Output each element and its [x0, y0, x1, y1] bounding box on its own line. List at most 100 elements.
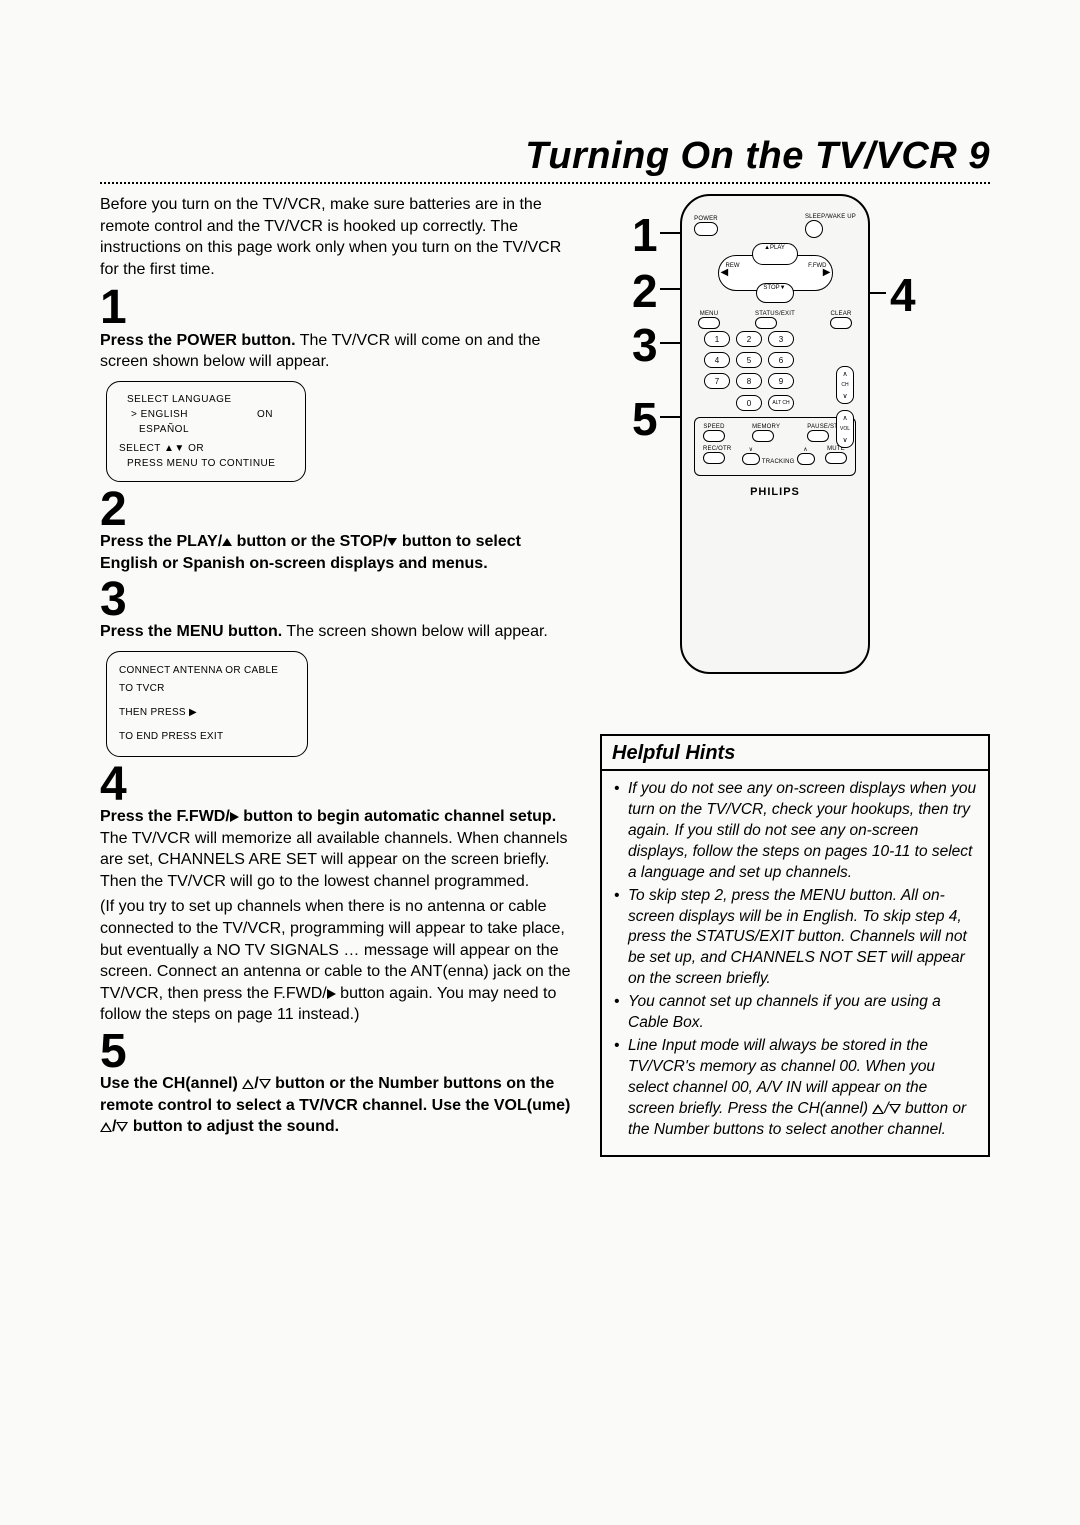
- step-2-number: 2: [100, 488, 580, 531]
- intro-text: Before you turn on the TV/VCR, make sure…: [100, 194, 580, 280]
- callout-2: 2: [632, 264, 658, 318]
- side-keys: ∧CH∨ ∧VOL∨: [836, 366, 854, 448]
- helpful-hints-box: Helpful Hints If you do not see any on-s…: [600, 734, 990, 1157]
- osd2-l3: THEN PRESS ▶: [119, 704, 295, 722]
- right-column: 1 2 3 4 5 POWER SLEEP/WAKE UP: [600, 194, 990, 1157]
- key-3[interactable]: 3: [768, 331, 794, 347]
- lbl-rec: REC/OTR: [703, 446, 731, 452]
- btn-vol[interactable]: ∧VOL∨: [836, 410, 854, 448]
- title-pagenum: 9: [968, 135, 990, 177]
- step-1-bold: Press the POWER button.: [100, 332, 296, 349]
- osd1-on: ON: [257, 407, 273, 422]
- lbl-ch: CH: [841, 382, 848, 388]
- step-4-text: Press the F.FWD/ button to begin automat…: [100, 806, 580, 892]
- osd1-press: PRESS MENU TO CONTINUE: [127, 456, 293, 471]
- hint-1: If you do not see any on-screen displays…: [614, 779, 978, 884]
- lbl-status: STATUS/EXIT: [755, 311, 795, 317]
- lbl-ffwd: F.FWD: [808, 263, 826, 269]
- title-divider: [100, 182, 990, 184]
- step-3-rest: The screen shown below will appear.: [282, 623, 548, 640]
- step-1-number: 1: [100, 286, 580, 329]
- step-4-rest: The TV/VCR will memorize all available c…: [100, 830, 567, 890]
- btn-menu[interactable]: [698, 317, 720, 329]
- key-9[interactable]: 9: [768, 373, 794, 389]
- key-5[interactable]: 5: [736, 352, 762, 368]
- transport-cluster: ▲PLAY STOP▼ ◀ REW ▶ F.FWD: [718, 243, 833, 303]
- step-2-text: Press the PLAY/ button or the STOP/ butt…: [100, 531, 580, 574]
- callout-1: 1: [632, 208, 658, 262]
- s5c: button to adjust the sound.: [128, 1118, 339, 1135]
- lbl-rew: REW: [726, 263, 740, 269]
- osd1-select: SELECT ▲▼ OR: [119, 441, 293, 456]
- btn-ch[interactable]: ∧CH∨: [836, 366, 854, 404]
- hint-4: Line Input mode will always be stored in…: [614, 1036, 978, 1141]
- brand-label: PHILIPS: [694, 486, 856, 498]
- left-column: Before you turn on the TV/VCR, make sure…: [100, 194, 580, 1157]
- key-8[interactable]: 8: [736, 373, 762, 389]
- callout-3: 3: [632, 318, 658, 372]
- btn-clear[interactable]: [830, 317, 852, 329]
- lbl-menu: MENU: [698, 311, 720, 317]
- remote-control: POWER SLEEP/WAKE UP ▲PLAY STOP▼ ◀ REW ▶: [680, 194, 870, 674]
- osd2-l2: TO TVCR: [119, 680, 295, 698]
- osd-connect: CONNECT ANTENNA OR CABLE TO TVCR THEN PR…: [106, 651, 308, 757]
- btn-power[interactable]: [694, 222, 718, 236]
- key-altch[interactable]: ALT CH: [768, 395, 794, 411]
- lbl-track: TRACKING: [762, 459, 795, 465]
- osd1-line1: SELECT LANGUAGE: [127, 392, 293, 407]
- btn-play[interactable]: ▲PLAY: [752, 243, 798, 265]
- page-title: Turning On the TV/VCR 9: [100, 135, 990, 178]
- callout-4: 4: [890, 268, 916, 322]
- step-3-number: 3: [100, 578, 580, 621]
- btn-memory[interactable]: [752, 430, 774, 442]
- key-6[interactable]: 6: [768, 352, 794, 368]
- bottom-frame: SPEED MEMORY PAUSE/STILL REC/OTR ∨TRACKI…: [694, 417, 856, 476]
- s5a: Use the CH(annel): [100, 1075, 242, 1092]
- step-3-text: Press the MENU button. The screen shown …: [100, 621, 580, 643]
- btn-mute[interactable]: [825, 452, 847, 464]
- key-2[interactable]: 2: [736, 331, 762, 347]
- step-5-bold: Use the CH(annel) / button or the Number…: [100, 1075, 570, 1135]
- lbl-clear: CLEAR: [830, 311, 852, 317]
- osd1-espanol: ESPAÑOL: [139, 422, 293, 437]
- btn-pause[interactable]: [807, 430, 829, 442]
- hints-list: If you do not see any on-screen displays…: [602, 771, 988, 1155]
- btn-track-up[interactable]: [797, 453, 815, 465]
- key-1[interactable]: 1: [704, 331, 730, 347]
- lbl-speed: SPEED: [703, 424, 725, 430]
- key-7[interactable]: 7: [704, 373, 730, 389]
- title-main: Turning On the TV/VCR: [525, 135, 957, 177]
- lbl-sleep: SLEEP/WAKE UP: [805, 214, 856, 220]
- callout-5: 5: [632, 392, 658, 446]
- hint-2: To skip step 2, press the MENU button. A…: [614, 886, 978, 991]
- hint-3: You cannot set up channels if you are us…: [614, 992, 978, 1034]
- hints-title: Helpful Hints: [602, 736, 988, 771]
- step-4-para2: (If you try to set up channels when ther…: [100, 896, 580, 1026]
- key-4[interactable]: 4: [704, 352, 730, 368]
- osd1-english: > ENGLISH: [131, 407, 188, 422]
- step-5-number: 5: [100, 1030, 580, 1073]
- btn-track-dn[interactable]: [742, 453, 760, 465]
- btn-rec[interactable]: [703, 452, 725, 464]
- lbl-vol: VOL: [840, 426, 850, 432]
- step-2-bold: Press the PLAY/ button or the STOP/ butt…: [100, 533, 521, 572]
- btn-sleep[interactable]: [805, 220, 823, 238]
- lbl-stop: STOP: [763, 285, 779, 291]
- btn-status[interactable]: [755, 317, 777, 329]
- osd2-l1: CONNECT ANTENNA OR CABLE: [119, 662, 295, 680]
- step-3-bold: Press the MENU button.: [100, 623, 282, 640]
- remote-wrap: 1 2 3 4 5 POWER SLEEP/WAKE UP: [630, 194, 920, 674]
- step-1-text: Press the POWER button. The TV/VCR will …: [100, 330, 580, 373]
- key-0[interactable]: 0: [736, 395, 762, 411]
- number-pad: 1 2 3 4 5 6 7 8 9: [704, 331, 856, 389]
- step-4-bold: Press the F.FWD/ button to begin automat…: [100, 808, 556, 825]
- btn-speed[interactable]: [703, 430, 725, 442]
- osd-language: SELECT LANGUAGE > ENGLISH ON ESPAÑOL SEL…: [106, 381, 306, 482]
- btn-stop[interactable]: STOP▼: [756, 283, 794, 303]
- step-4-number: 4: [100, 763, 580, 806]
- osd2-l4: TO END PRESS EXIT: [119, 728, 295, 746]
- lbl-memory: MEMORY: [752, 424, 780, 430]
- step-5-text: Use the CH(annel) / button or the Number…: [100, 1073, 580, 1138]
- lbl-power: POWER: [694, 216, 718, 222]
- lbl-play: PLAY: [770, 245, 785, 251]
